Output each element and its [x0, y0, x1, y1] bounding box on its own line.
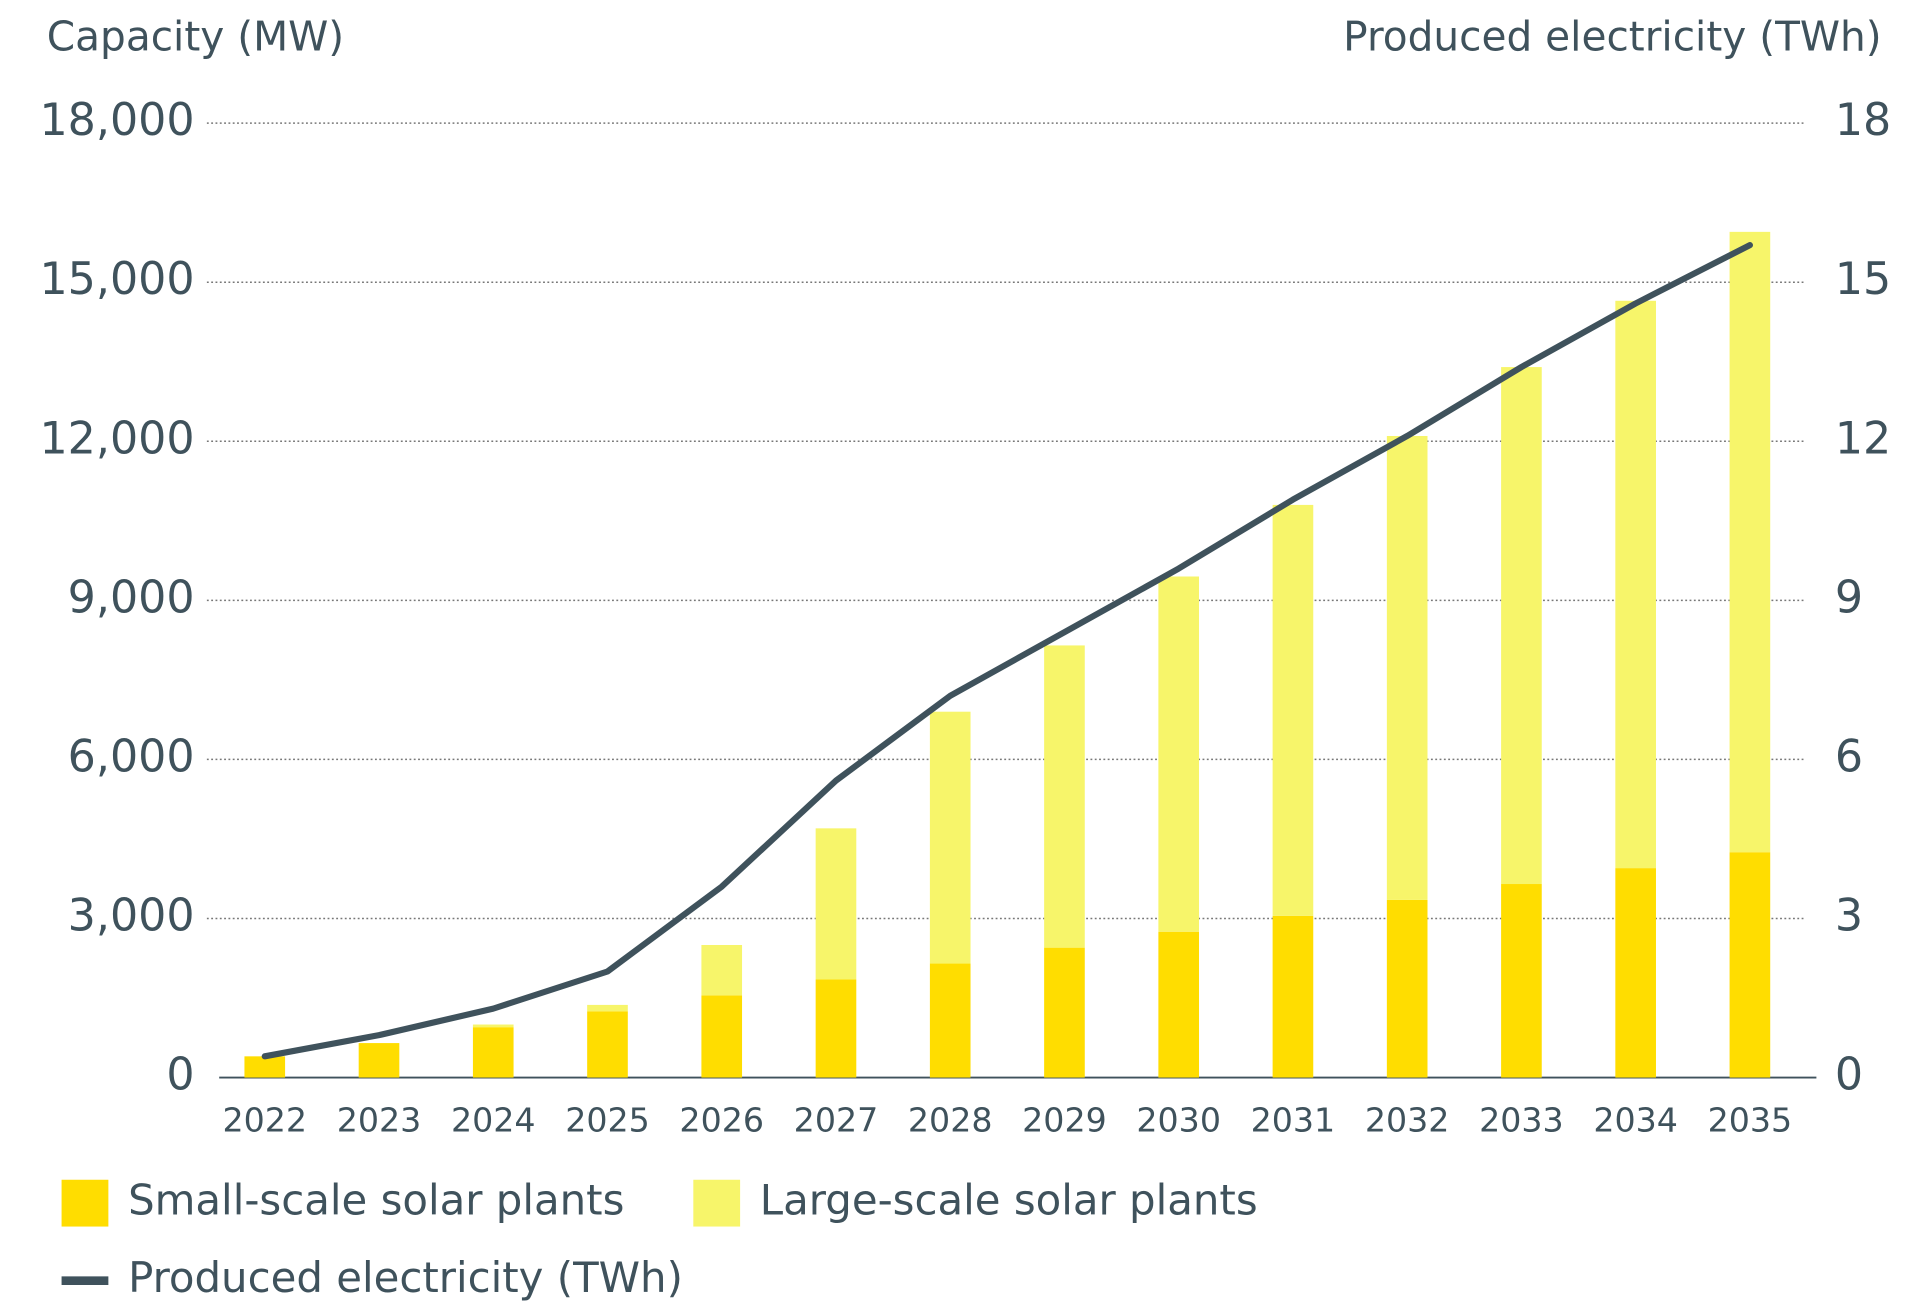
- legend-label: Large-scale solar plants: [760, 1176, 1258, 1225]
- bar: [1272, 915, 1314, 1078]
- bar: [815, 979, 857, 1078]
- y2-tick-label: 12: [1835, 413, 1891, 464]
- bar: [587, 1011, 628, 1078]
- legend-label: Small-scale solar plants: [128, 1176, 624, 1225]
- bar: [1272, 504, 1314, 916]
- bar: [472, 1024, 514, 1028]
- bar: [1044, 645, 1085, 948]
- bar: [701, 944, 743, 996]
- bar: [929, 711, 971, 964]
- x-tick-label: 2035: [1708, 1100, 1793, 1139]
- x-tick-label: 2025: [565, 1100, 650, 1139]
- bar: [701, 995, 743, 1078]
- x-tick-label: 2024: [451, 1100, 536, 1139]
- legend-label: Produced electricity (TWh): [128, 1253, 683, 1302]
- legend-swatch: [61, 1179, 109, 1227]
- bar: [1386, 899, 1428, 1078]
- y2-tick-label: 18: [1835, 95, 1891, 146]
- bar: [1615, 300, 1656, 869]
- bar: [1729, 231, 1771, 853]
- bar: [587, 1004, 628, 1012]
- y2-tick-label: 0: [1835, 1050, 1863, 1101]
- x-tick-label: 2034: [1593, 1100, 1678, 1139]
- bar: [358, 1043, 400, 1078]
- x-tick-label: 2031: [1251, 1100, 1336, 1139]
- y-tick-label: 15,000: [39, 254, 194, 305]
- x-tick-label: 2032: [1365, 1100, 1450, 1139]
- bar: [1501, 884, 1542, 1078]
- x-tick-label: 2027: [794, 1100, 879, 1139]
- x-tick-label: 2033: [1479, 1100, 1564, 1139]
- y-tick-label: 9,000: [68, 572, 195, 623]
- bar: [1158, 576, 1200, 932]
- x-tick-label: 2030: [1136, 1100, 1221, 1139]
- x-tick-label: 2028: [908, 1100, 993, 1139]
- bar: [472, 1027, 514, 1078]
- y-tick-label: 3,000: [68, 890, 195, 941]
- y-axis-title: Capacity (MW): [47, 12, 344, 60]
- x-tick-label: 2022: [222, 1100, 307, 1139]
- x-tick-label: 2026: [679, 1100, 764, 1139]
- bar: [244, 1056, 286, 1078]
- bar: [1501, 367, 1542, 885]
- y2-axis-title: Produced electricity (TWh): [1343, 12, 1881, 60]
- bar: [929, 963, 971, 1078]
- bar: [1044, 947, 1085, 1078]
- y-tick-label: 18,000: [39, 95, 194, 146]
- x-tick-label: 2023: [337, 1100, 422, 1139]
- y-tick-label: 0: [166, 1050, 194, 1101]
- y2-tick-label: 15: [1835, 254, 1891, 305]
- bar: [1158, 931, 1200, 1078]
- legend-swatch: [693, 1179, 741, 1227]
- bar: [815, 828, 857, 980]
- y-tick-label: 12,000: [39, 413, 194, 464]
- x-tick-label: 2029: [1022, 1100, 1107, 1139]
- line: [261, 242, 1753, 1060]
- bar: [1386, 435, 1428, 900]
- bar: [1615, 868, 1656, 1078]
- y2-tick-label: 3: [1835, 890, 1863, 941]
- bar: [1729, 852, 1771, 1078]
- y-tick-label: 6,000: [68, 731, 195, 782]
- y2-tick-label: 9: [1835, 572, 1863, 623]
- y2-tick-label: 6: [1835, 731, 1863, 782]
